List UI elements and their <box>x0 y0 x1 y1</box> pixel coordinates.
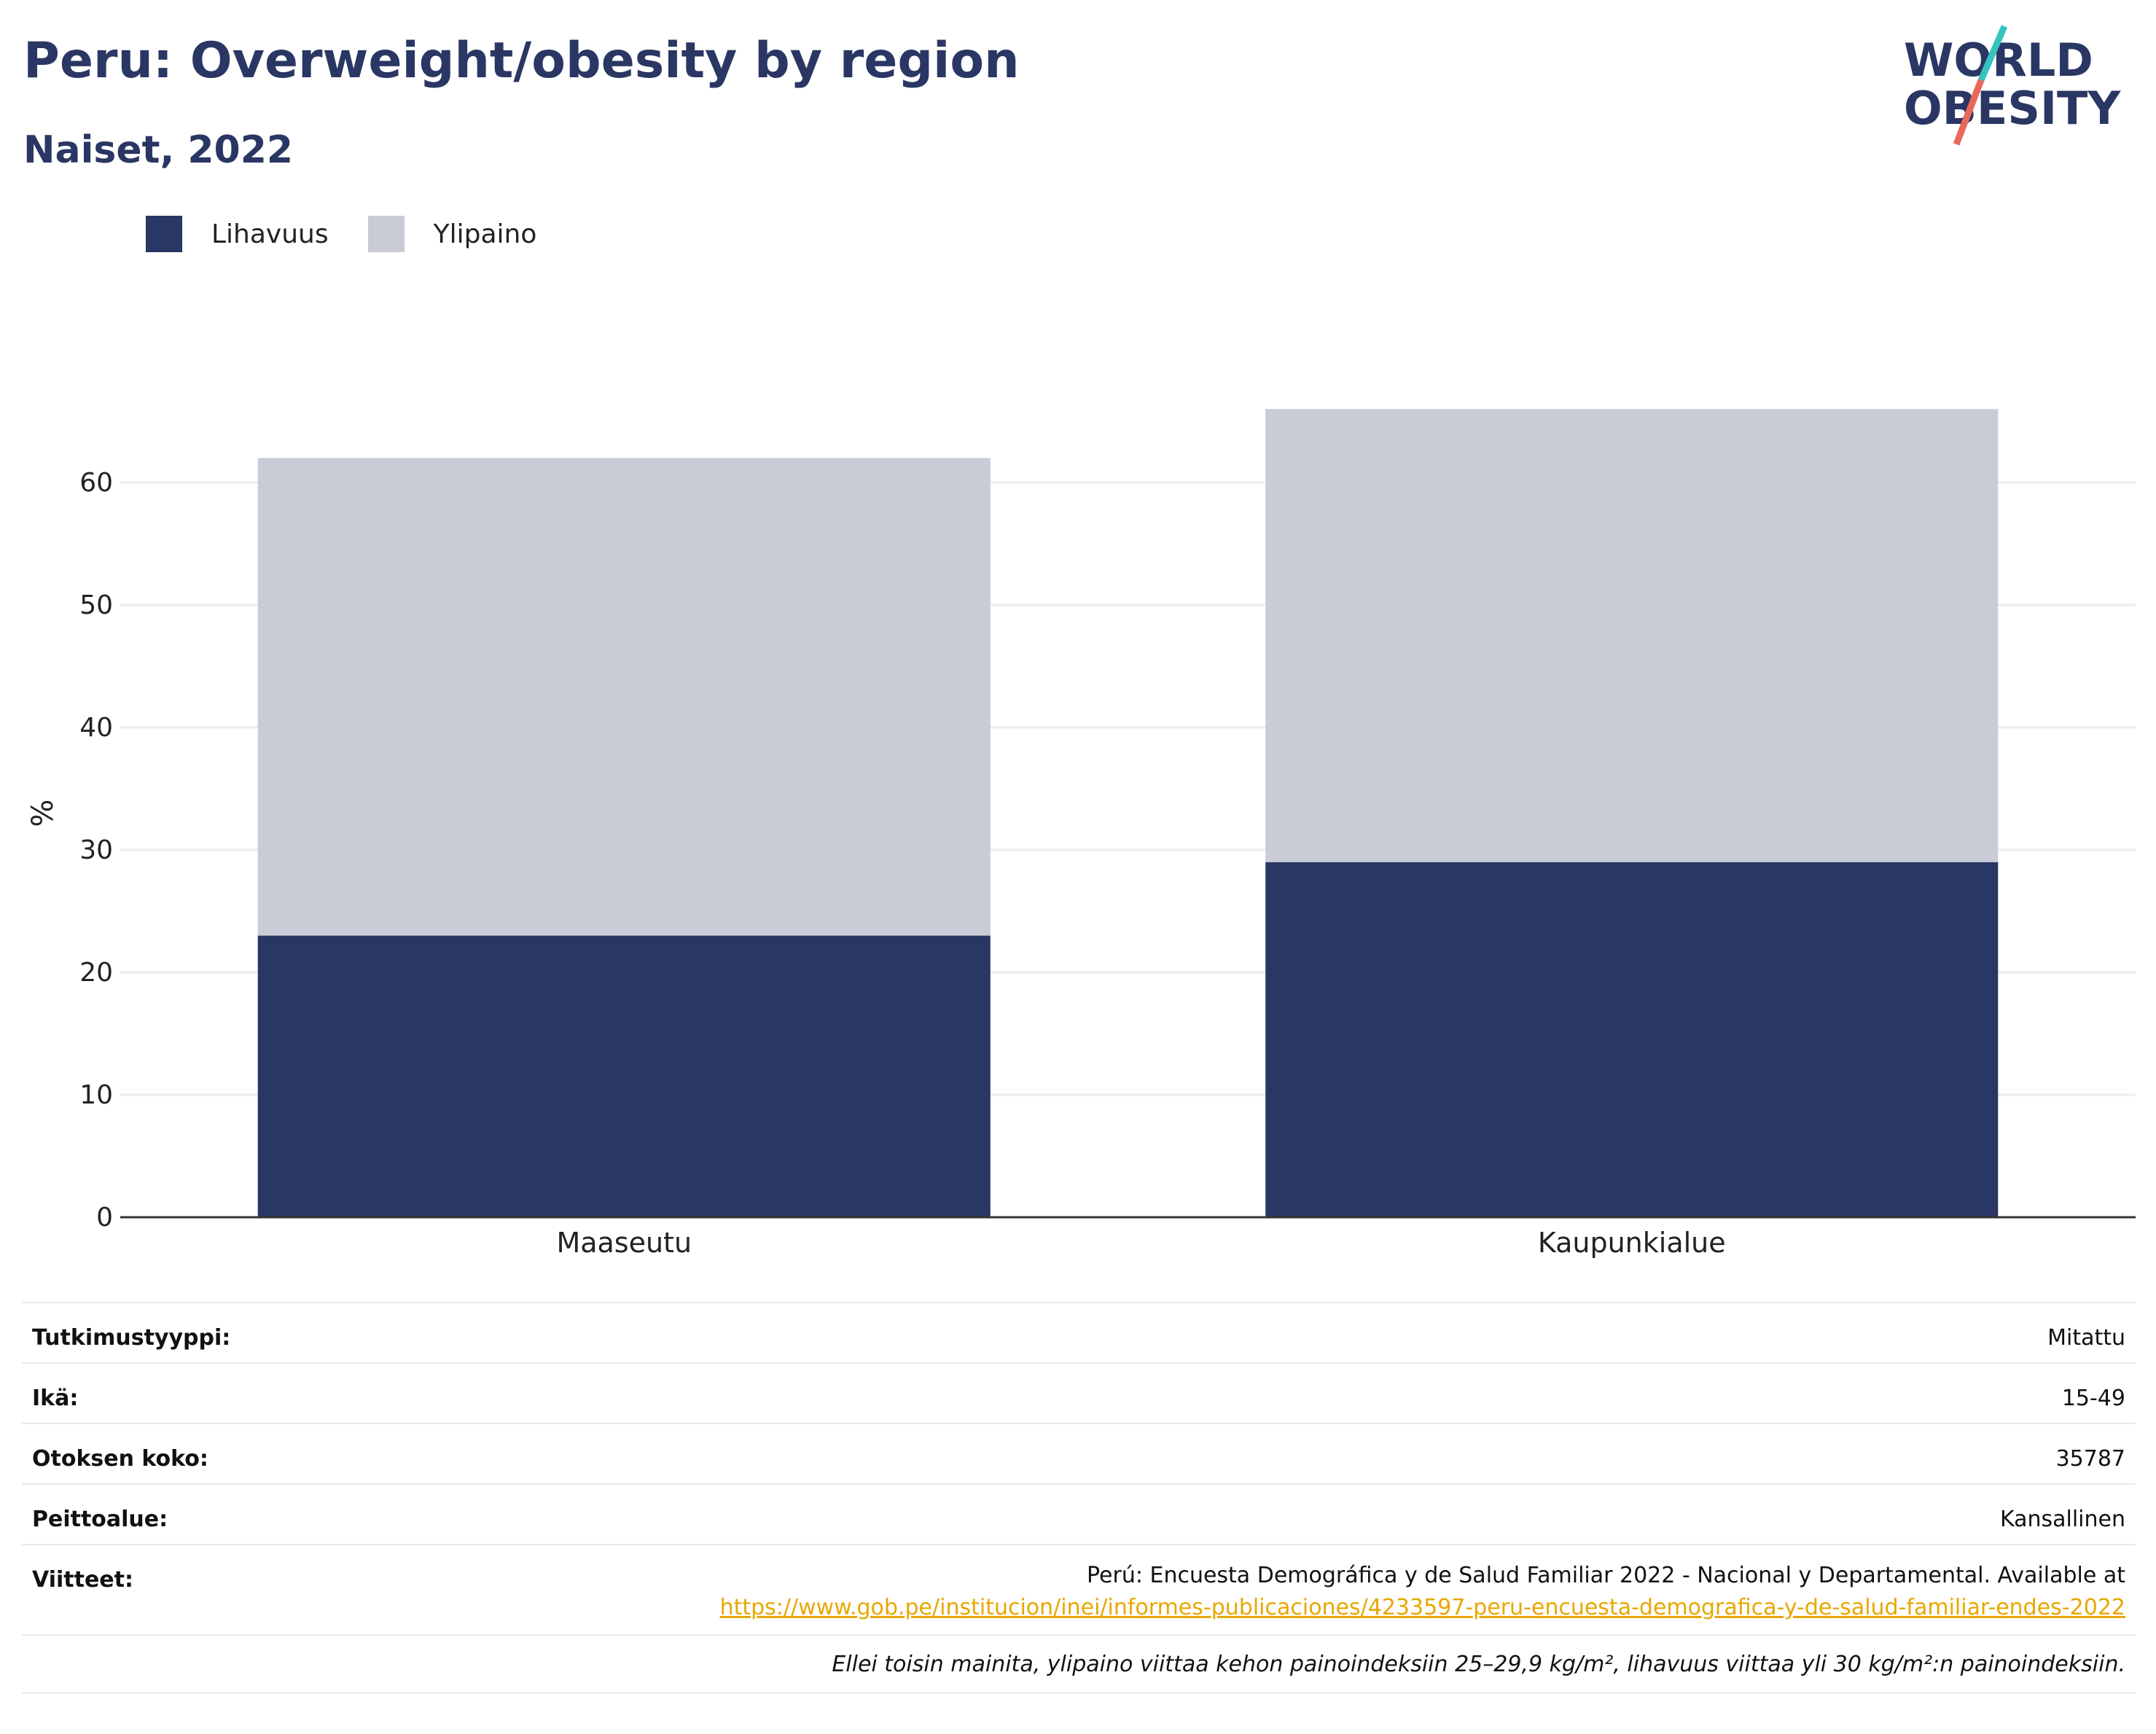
logo-slash-top <box>1977 25 2008 82</box>
y-tick-label: 0 <box>96 1203 113 1233</box>
world-obesity-logo: WORLD OBESITY <box>1904 25 2121 146</box>
meta-row-age: Ikä: 15-49 <box>22 1362 2136 1423</box>
x-tick-label: Kaupunkialue <box>1538 1227 1726 1259</box>
legend-label-obesity: Lihavuus <box>211 219 329 249</box>
x-tick-label: Maaseutu <box>556 1227 692 1259</box>
chart-legend: Lihavuus Ylipaino <box>146 216 576 252</box>
y-tick-label: 60 <box>79 468 113 498</box>
meta-value: Mitattu <box>2047 1325 2125 1351</box>
y-tick-label: 20 <box>79 958 113 988</box>
meta-row-sample-size: Otoksen koko: 35787 <box>22 1423 2136 1483</box>
legend-item-overweight[interactable]: Ylipaino <box>367 216 537 252</box>
legend-swatch-obesity <box>146 216 182 252</box>
footnote-row: Ellei toisin mainita, ylipaino viittaa k… <box>22 1634 2136 1694</box>
meta-row-references: Viitteet: Perú: Encuesta Demográfica y d… <box>22 1544 2136 1634</box>
chart-subtitle: Naiset, 2022 <box>23 128 294 172</box>
bar-overweight-0[interactable] <box>257 458 991 936</box>
bar-obesity-0[interactable] <box>257 935 991 1217</box>
metadata-table: Tutkimustyyppi: Mitattu Ikä: 15-49 Otoks… <box>22 1302 2136 1694</box>
meta-label: Tutkimustyyppi: <box>32 1325 231 1351</box>
meta-label: Peittoalue: <box>32 1507 168 1532</box>
y-tick-label: 40 <box>79 713 113 743</box>
legend-item-obesity[interactable]: Lihavuus <box>146 216 329 252</box>
meta-value: 35787 <box>2055 1446 2125 1472</box>
meta-value: 15-49 <box>2061 1386 2125 1411</box>
logo-line2: OBESITY <box>1904 82 2121 135</box>
y-tick-label: 50 <box>79 590 113 620</box>
reference-link[interactable]: https://www.gob.pe/institucion/inei/info… <box>719 1595 2125 1620</box>
logo-slash-bottom <box>1953 79 1985 146</box>
bar-overweight-1[interactable] <box>1265 409 1999 862</box>
chart-title: Peru: Overweight/obesity by region <box>23 32 1020 90</box>
meta-label: Otoksen koko: <box>32 1446 208 1472</box>
footnote: Ellei toisin mainita, ylipaino viittaa k… <box>832 1651 2125 1677</box>
stacked-bar-chart: 0 10 20 30 40 50 60% Maaseutu Kaupunkialue <box>26 409 2136 1259</box>
y-tick-label: 30 <box>79 835 113 865</box>
meta-row-study-type: Tutkimustyyppi: Mitattu <box>22 1302 2136 1362</box>
meta-label: Viitteet: <box>32 1567 133 1593</box>
legend-swatch-overweight <box>367 216 405 252</box>
bar-obesity-1[interactable] <box>1265 862 1999 1217</box>
y-tick-label: 10 <box>79 1080 113 1110</box>
meta-value: Kansallinen <box>1999 1507 2125 1532</box>
y-axis-label: % <box>26 800 60 827</box>
reference-text: Perú: Encuesta Demográfica y de Salud Fa… <box>1087 1563 2125 1588</box>
legend-label-overweight: Ylipaino <box>433 219 537 249</box>
meta-value: Perú: Encuesta Demográfica y de Salud Fa… <box>720 1545 2125 1624</box>
meta-label: Ikä: <box>32 1386 79 1411</box>
meta-row-coverage: Peittoalue: Kansallinen <box>22 1483 2136 1544</box>
